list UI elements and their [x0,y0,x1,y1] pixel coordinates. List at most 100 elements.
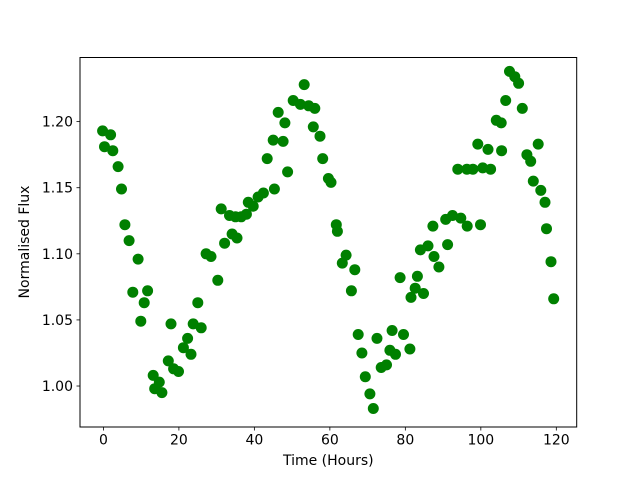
data-point [314,130,326,142]
data-point [309,102,321,114]
data-point [428,251,440,262]
data-point [107,145,119,157]
data-point [359,371,371,383]
data-point [267,134,279,146]
data-point [156,387,168,399]
x-tick-label: 80 [396,433,414,449]
data-point [452,163,464,175]
data-point [116,183,127,195]
axis-tick-labels: 0 20 40 60 80 100 120 1.00 1.05 1.10 1.15 1.20 [42,115,570,449]
data-point [317,153,329,165]
data-point [345,285,357,297]
data-point [381,359,392,371]
data-point [433,261,445,273]
data-point [277,135,289,147]
data-point [307,121,319,133]
data-point [112,161,124,173]
data-point [192,297,204,309]
data-point [482,143,494,155]
x-tick-label: 60 [321,433,339,449]
data-point [455,212,467,224]
data-point [282,166,294,178]
data-point [527,175,539,187]
data-point [153,376,165,388]
data-point [525,155,537,167]
data-point [272,106,284,118]
data-point [325,176,337,188]
data-point [411,270,423,282]
data-point [349,264,361,276]
data-point [467,163,479,175]
data-point [541,223,552,235]
data-point [257,187,269,199]
y-tick-label: 1.05 [42,313,73,329]
data-point [268,183,280,195]
x-tick-label: 0 [99,433,108,449]
data-point [298,79,310,91]
data-point [532,138,544,150]
data-point [219,237,231,249]
y-tick-label: 1.20 [42,115,73,131]
data-point [135,315,147,327]
data-point [364,388,376,400]
data-point [127,286,139,298]
data-point [405,291,417,303]
data-point [205,251,217,262]
data-point [398,329,409,340]
data-point [123,235,135,247]
data-point [99,141,110,153]
y-tick-label: 1.00 [42,379,73,395]
data-point [394,272,406,284]
data-point [195,322,207,334]
data-point [495,117,507,129]
plot-area [79,57,578,428]
data-point [513,77,525,89]
data-point [496,145,508,157]
data-point [240,208,252,220]
data-point [545,256,557,268]
data-point [119,219,131,231]
scatter-points [97,65,560,414]
data-point [390,348,401,360]
data-point [105,129,117,141]
data-point [215,203,227,215]
data-point [442,239,454,251]
data-point [548,293,560,305]
x-tick-label: 100 [467,433,494,449]
data-point [386,325,398,336]
data-point [422,240,434,252]
data-point [475,219,486,231]
data-point [367,403,379,414]
data-point [185,348,197,360]
data-point [500,95,512,106]
data-point [279,117,291,129]
data-point [340,249,352,261]
data-point [447,210,458,221]
data-point [371,332,383,344]
data-point [472,138,484,150]
data-point [331,225,343,237]
x-tick-label: 40 [245,433,263,449]
data-point [461,220,473,232]
axis-tick-marks [76,121,557,431]
y-tick-label: 1.15 [42,181,73,197]
data-point [427,220,439,232]
y-axis-label: Normalised Flux [17,186,33,299]
x-axis-label: Time (Hours) [282,453,374,469]
data-point [132,253,144,265]
x-tick-label: 20 [170,433,188,449]
data-point [173,366,184,377]
data-point [231,232,243,244]
y-tick-label: 1.10 [42,247,73,263]
data-point [356,347,368,359]
x-tick-label: 120 [543,433,570,449]
data-point [294,98,306,110]
data-point [212,274,224,286]
data-point [261,153,273,165]
data-point [418,288,429,299]
data-point [535,184,547,196]
data-point [409,282,421,294]
data-point [485,163,497,175]
